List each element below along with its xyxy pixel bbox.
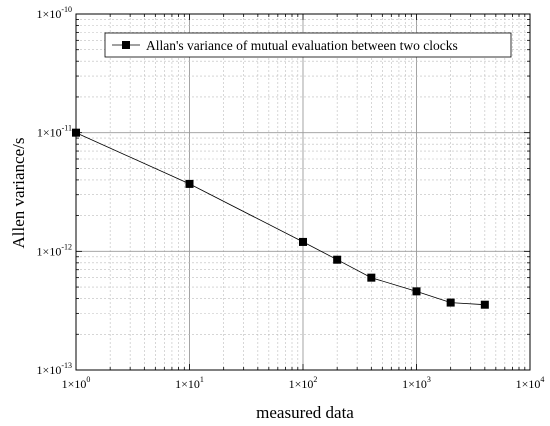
data-point-marker [446,298,455,307]
x-tick-label: 1×102 [289,375,318,391]
data-point-marker [185,179,194,188]
data-point-marker [333,255,342,264]
y-tick-label: 1×10-11 [37,124,72,140]
axis-ticks [75,13,531,371]
y-tick-label: 1×10-12 [37,242,72,258]
y-axis-title: Allen variance/s [9,138,28,249]
y-tick-labels: 1×10-10 1×10-11 1×10-12 1×10-13 [37,5,72,377]
legend: Allan's variance of mutual evaluation be… [104,32,512,58]
legend-marker [122,41,130,49]
x-tick-label: 1×103 [402,375,431,391]
data-point-marker [367,273,376,282]
x-tick-label: 1×104 [516,375,545,391]
x-tick-labels: 1×100 1×101 1×102 1×103 1×104 [62,375,545,391]
y-tick-label: 1×10-10 [37,5,72,21]
series-layer [72,128,489,309]
data-point-marker [299,237,307,246]
legend-box [104,32,512,58]
data-point-marker [480,300,489,309]
data-point-marker [412,287,421,296]
x-axis-title: measured data [256,403,354,422]
y-tick-label: 1×10-13 [37,361,72,377]
x-tick-label: 1×100 [62,375,91,391]
legend-series-label: Allan's variance of mutual evaluation be… [146,38,458,53]
x-tick-label: 1×101 [175,375,204,391]
grid-lines [76,14,530,370]
series-line [75,132,485,306]
